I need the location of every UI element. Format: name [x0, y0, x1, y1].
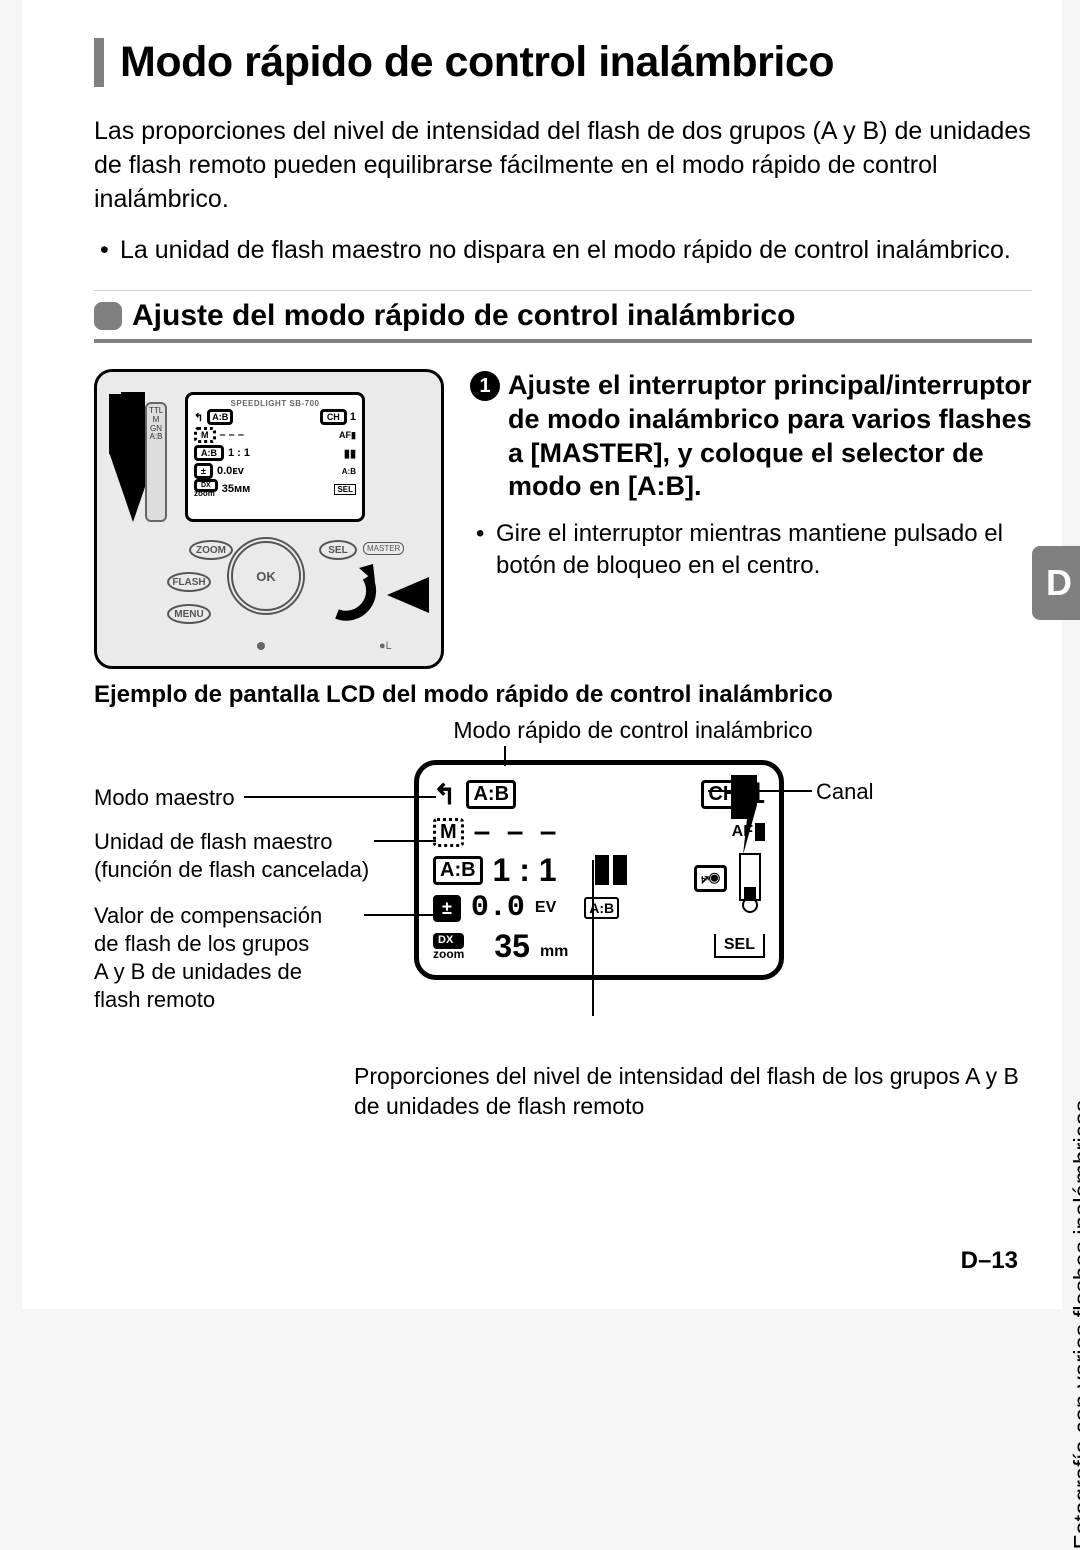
leader-line	[592, 860, 594, 1016]
page-num-prefix: D	[961, 1247, 978, 1274]
intro-bullets: La unidad de flash maestro no dispara en…	[94, 234, 1032, 268]
leader-line	[244, 796, 436, 798]
label-master-unit-a: Unidad de flash maestro	[94, 828, 332, 856]
lcd-mm-value: 35	[494, 928, 530, 965]
step-sub-bullets: Gire el interruptor mientras mantiene pu…	[470, 518, 1032, 583]
leader-line	[504, 746, 506, 766]
leader-line	[364, 914, 436, 916]
step-sub-item: Gire el interruptor mientras mantiene pu…	[476, 518, 1032, 583]
rotate-arrow-icon	[317, 562, 377, 622]
dot-icon	[257, 642, 265, 650]
mode-switch: TTL M GN A:B	[145, 402, 167, 522]
camera-tilt-icon: ⦬◉	[694, 865, 727, 892]
master-label: MASTER	[363, 542, 404, 555]
arrow-left-icon	[387, 577, 429, 613]
lcd-row-2: M – – – AF	[433, 813, 765, 851]
title-bar: Modo rápido de control inalámbrico	[94, 38, 1032, 87]
lcd-sel-label: SEL	[714, 934, 765, 958]
section-title: Ajuste del modo rápido de control inalám…	[132, 299, 795, 333]
label-channel: Canal	[816, 778, 873, 806]
intro-paragraph: Las proporciones del nivel de intensidad…	[94, 115, 1032, 216]
page-number: D–13	[961, 1247, 1018, 1275]
lcd-row-3: A:B 1 : 1 ⦬◉	[433, 851, 765, 889]
ok-dial: OK	[227, 537, 305, 615]
lcd-diagram: ↰ A:B CH 1 M – – – AF A:B	[94, 750, 1032, 1060]
lcd-master-m: M	[433, 818, 464, 847]
side-running-title: Fotografía con varios flashes inalámbric…	[1070, 1100, 1080, 1550]
lcd-row-5: DX zoom 35 mm SEL	[433, 927, 765, 965]
lcd-ev-unit: EV	[535, 899, 556, 917]
zoom-button: ZOOM	[189, 540, 233, 560]
sel-button: SEL	[319, 540, 357, 560]
flash-shape-icon	[727, 775, 761, 855]
lcd-ev-value: 0.0	[471, 891, 525, 925]
bar-b-icon	[613, 855, 627, 885]
device-illustration: TTL M GN A:B SPEEDLIGHT SB-700 ↰A:BCH 1 …	[94, 369, 444, 669]
label-comp-c: A y B de unidades de	[94, 958, 302, 986]
lcd-zoom-label: zoom	[433, 949, 464, 960]
step-heading: Ajuste el interruptor principal/interrup…	[508, 369, 1032, 504]
menu-button: MENU	[167, 604, 211, 624]
label-comp-d: flash remoto	[94, 986, 215, 1014]
step-row: TTL M GN A:B SPEEDLIGHT SB-700 ↰A:BCH 1 …	[94, 369, 1032, 669]
label-master-mode: Modo maestro	[94, 784, 235, 812]
lcd-ab-small: A:B	[584, 897, 619, 919]
device-name-label: SPEEDLIGHT SB-700	[194, 399, 356, 408]
section-tab: D	[1032, 546, 1080, 620]
page-num-suffix: –13	[978, 1247, 1018, 1274]
thermometer-icon	[739, 853, 761, 901]
step-title: 1 Ajuste el interruptor principal/interr…	[470, 369, 1032, 504]
section-marker-icon	[94, 302, 122, 330]
return-icon: ↰	[433, 778, 456, 811]
lcd-dash: – – –	[474, 815, 561, 849]
l-icon: ●L	[379, 640, 392, 652]
label-comp-b: de flash de los grupos	[94, 930, 309, 958]
step-number-icon: 1	[470, 371, 500, 401]
leader-line	[374, 840, 436, 842]
lcd-mm-unit: mm	[540, 943, 568, 961]
section-header: Ajuste del modo rápido de control inalám…	[94, 290, 1032, 343]
page-title: Modo rápido de control inalámbrico	[120, 38, 1032, 87]
bullet-item: La unidad de flash maestro no dispara en…	[94, 234, 1032, 268]
lcd-row-4: ± 0.0 EV A:B	[433, 889, 765, 927]
lcd-pm-icon: ±	[433, 895, 461, 922]
lcd-row-1: ↰ A:B CH 1	[433, 775, 765, 813]
step-text: 1 Ajuste el interruptor principal/interr…	[470, 369, 1032, 669]
lcd-ratio-value: 1 : 1	[493, 852, 557, 889]
lcd-caption: Modo rápido de control inalámbrico	[94, 717, 1032, 744]
lcd-ab-mode: A:B	[466, 780, 516, 809]
leader-line	[708, 790, 812, 792]
label-comp-a: Valor de compensación	[94, 902, 322, 930]
device-lcd-small: SPEEDLIGHT SB-700 ↰A:BCH 1 M– – –AF▮ A:B…	[185, 392, 365, 522]
lcd-display: ↰ A:B CH 1 M – – – AF A:B	[414, 760, 784, 980]
bar-a-icon	[595, 855, 609, 885]
flash-button: FLASH	[167, 572, 211, 592]
lcd-example-title: Ejemplo de pantalla LCD del modo rápido …	[94, 681, 1032, 709]
manual-page: Modo rápido de control inalámbrico Las p…	[22, 0, 1062, 1309]
lcd-ab-ratio-label: A:B	[433, 856, 483, 885]
footnote: Proporciones del nivel de intensidad del…	[94, 1062, 1032, 1122]
label-master-unit-b: (función de flash cancelada)	[94, 856, 369, 884]
